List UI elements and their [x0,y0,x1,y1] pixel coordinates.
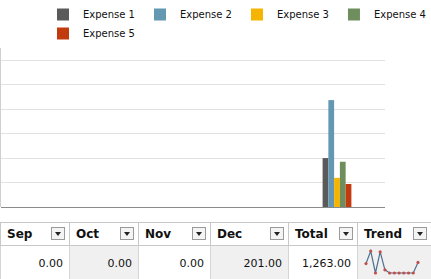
html-text:Total: Total [295,227,328,241]
html-text:0.00: 0.00 [107,257,132,270]
svg-text:Expense 2: Expense 2 [180,9,232,20]
html-text:Oct: Oct [76,227,100,241]
html-text:0.00: 0.00 [38,257,63,270]
html-text:1,263.00: 1,263.00 [302,257,351,270]
html-text:201.00: 201.00 [243,257,282,270]
html-text:Dec: Dec [217,227,243,241]
html-text:0.00: 0.00 [179,257,204,270]
svg-text:Expense 5: Expense 5 [83,28,135,39]
svg-text:Expense 3: Expense 3 [277,9,329,20]
svg-text:Expense 1: Expense 1 [83,9,135,20]
html-text:Nov: Nov [145,227,172,241]
html-text:Trend: Trend [364,227,403,241]
html-text:Sep: Sep [7,227,33,241]
svg-text:Expense 4: Expense 4 [374,9,426,20]
